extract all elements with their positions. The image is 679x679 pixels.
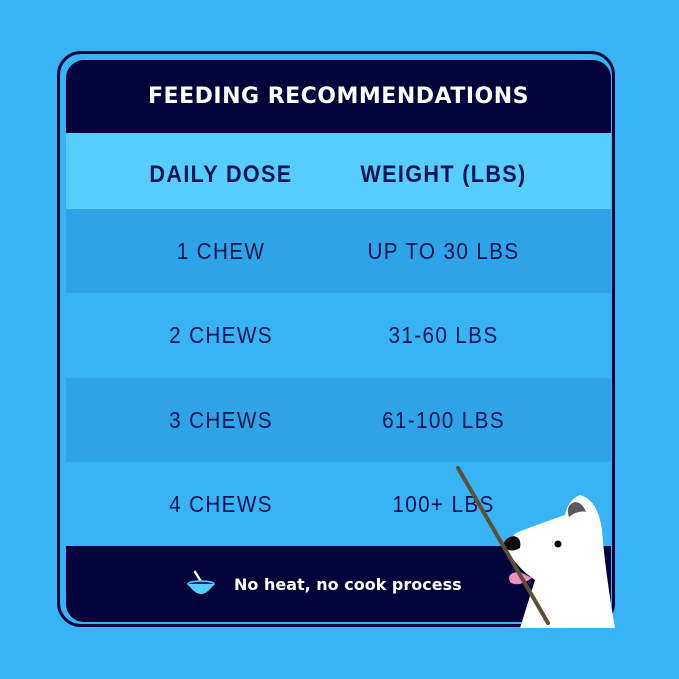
dose-cell: 3 CHEWS bbox=[169, 406, 273, 433]
column-header-row: DAILY DOSE WEIGHT (LBS) bbox=[66, 133, 611, 217]
dog-illustration bbox=[456, 466, 615, 628]
dose-cell: 1 CHEW bbox=[176, 237, 266, 264]
weight-cell: 31-60 LBS bbox=[388, 321, 499, 348]
table-row: 2 CHEWS 31-60 LBS bbox=[66, 293, 611, 377]
weight-cell: UP TO 30 LBS bbox=[367, 237, 520, 264]
column-header-weight: WEIGHT (LBS) bbox=[360, 161, 527, 188]
dose-cell: 2 CHEWS bbox=[169, 321, 273, 348]
column-header-dose: DAILY DOSE bbox=[149, 161, 293, 188]
table-row: 1 CHEW UP TO 30 LBS bbox=[66, 209, 611, 293]
table-title: FEEDING RECOMMENDATIONS bbox=[66, 60, 611, 133]
feeding-table: FEEDING RECOMMENDATIONS DAILY DOSE WEIGH… bbox=[66, 60, 611, 622]
footer-text: No heat, no cook process bbox=[234, 574, 462, 594]
bowl-icon bbox=[187, 570, 215, 594]
card-frame bbox=[57, 51, 615, 627]
table-row: 3 CHEWS 61-100 LBS bbox=[66, 378, 611, 462]
weight-cell: 61-100 LBS bbox=[382, 406, 505, 433]
dose-cell: 4 CHEWS bbox=[169, 490, 273, 517]
